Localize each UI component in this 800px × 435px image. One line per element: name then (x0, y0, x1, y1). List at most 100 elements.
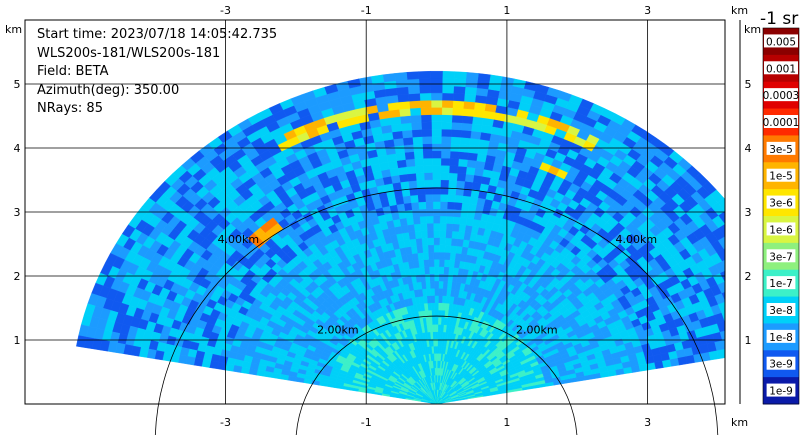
field-cell (424, 193, 434, 202)
field-cell (460, 209, 469, 219)
field-cell (443, 266, 450, 275)
field-cell (400, 122, 413, 132)
field-cell (477, 73, 491, 83)
field-cell (390, 123, 403, 133)
y-tick-label-left: 1 (14, 334, 21, 347)
field-cell (732, 317, 743, 328)
x-tick-label-bottom: 3 (644, 416, 651, 429)
field-cell (398, 173, 409, 183)
colorbar-label: 3e-6 (769, 198, 793, 210)
y-unit-left: km (5, 23, 22, 36)
field-cell (450, 237, 458, 247)
field-cell (453, 78, 467, 87)
x-tick-label-bottom: 1 (503, 416, 510, 429)
field-cell (431, 114, 443, 123)
azimuth: Azimuth(deg): 350.00 (37, 82, 180, 98)
field-cell (724, 223, 725, 225)
field-cell (442, 273, 449, 282)
field-cell (422, 150, 433, 159)
field-cell (447, 273, 454, 283)
field-cell (428, 266, 435, 275)
field-cell (464, 173, 475, 183)
field-cell (444, 244, 452, 253)
field-cell (413, 223, 422, 232)
field-cell (416, 179, 426, 188)
field-cell (403, 202, 413, 212)
field-cell (420, 114, 432, 123)
field-cell (432, 193, 441, 202)
field-cell (431, 157, 442, 166)
field-cell (422, 157, 433, 166)
x-unit-bottom: km (731, 416, 748, 429)
field-cell (744, 303, 755, 315)
field-cell (466, 159, 477, 169)
field-cell (751, 322, 762, 333)
field-cell (224, 363, 235, 372)
field-cell (457, 231, 465, 240)
y-tick-label-right: 4 (745, 142, 752, 155)
field-cell (441, 128, 452, 137)
field-cell (217, 362, 227, 371)
field-cell (430, 70, 443, 79)
colorbar-label: 3e-5 (769, 144, 793, 156)
field-cell (441, 92, 454, 101)
field-cell (395, 152, 406, 161)
field-cell (422, 143, 433, 152)
field-cell (448, 266, 455, 275)
field-cell (419, 85, 432, 94)
y-tick-label-left: 5 (14, 78, 21, 91)
field-cell (729, 287, 740, 299)
field-cell (433, 251, 440, 260)
field-cell (401, 129, 413, 139)
field-cell (434, 317, 439, 325)
range-ring-label: 2.00km (317, 323, 359, 336)
field-cell (433, 259, 440, 267)
field-cell (408, 93, 421, 102)
field-cell (429, 280, 435, 289)
field-cell (461, 122, 473, 132)
field-cell (407, 173, 417, 182)
field-cell (409, 194, 419, 204)
field-cell (432, 172, 441, 181)
field-cell (723, 247, 725, 252)
field-cell (440, 143, 451, 152)
field-cell (433, 273, 440, 282)
field-cell (430, 92, 443, 101)
field-cell (453, 209, 462, 218)
field-cell (434, 288, 439, 296)
field-cell (750, 244, 763, 257)
field-cell (428, 259, 435, 267)
field-cell (465, 72, 479, 81)
field-cell (405, 158, 416, 168)
field-cell (451, 223, 460, 232)
colorbar-label: 1e-7 (769, 278, 793, 290)
field-cell (463, 93, 477, 103)
field-cell (489, 74, 503, 84)
field-cell (430, 99, 443, 108)
field-cell (399, 180, 410, 190)
field-cell (421, 237, 429, 246)
field-cell (415, 237, 423, 247)
field-cell (433, 266, 440, 274)
field-cell (446, 281, 453, 290)
field-cell (403, 144, 414, 153)
field-cell (458, 224, 467, 233)
field-cell (421, 136, 433, 145)
field-cell (473, 167, 484, 177)
field-cell (451, 121, 463, 131)
field-cell (421, 244, 429, 253)
field-cell (724, 320, 725, 323)
field-cell (430, 78, 443, 86)
y-tick-label-right: 5 (745, 78, 752, 91)
field-cell (731, 229, 744, 242)
field-cell (751, 279, 763, 291)
field-cell (412, 216, 421, 225)
field-cell (431, 143, 442, 152)
field-cell (440, 172, 450, 181)
field-cell (430, 288, 435, 296)
x-tick-label-top: -3 (220, 4, 231, 17)
field-cell (447, 194, 456, 203)
field-cell (430, 295, 435, 304)
field-cell (451, 230, 459, 239)
field-cell (744, 234, 757, 247)
